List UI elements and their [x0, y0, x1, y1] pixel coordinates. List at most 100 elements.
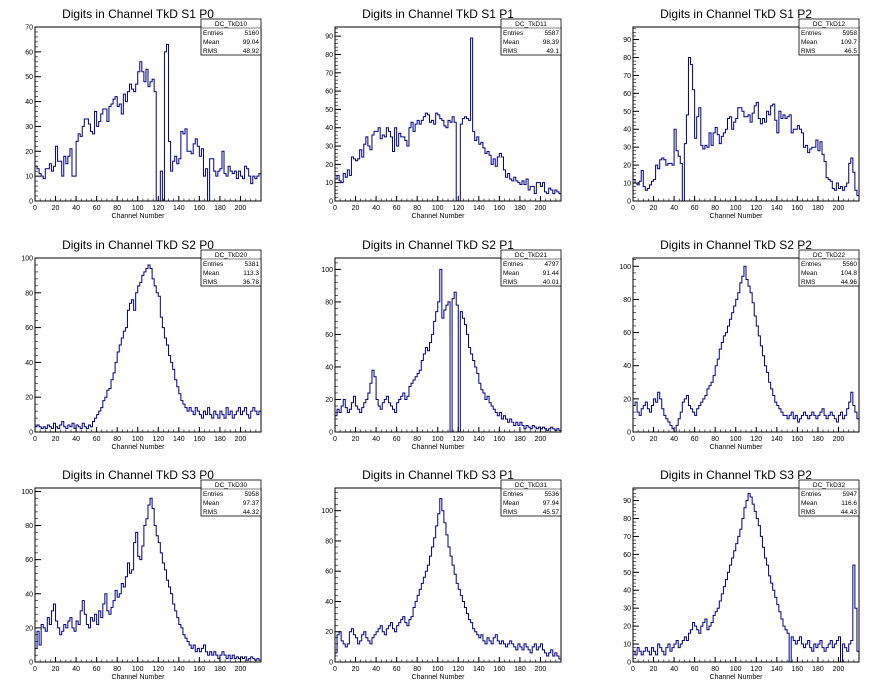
- x-tick-label: 60: [393, 666, 401, 673]
- y-tick-label: 30: [25, 124, 33, 131]
- chart-title: Digits in Channel TkD S3 P2: [660, 468, 812, 482]
- stats-value: 5160: [245, 30, 260, 37]
- stats-key: RMS: [801, 48, 816, 55]
- x-tick-label: 120: [152, 666, 164, 673]
- x-tick-label: 120: [152, 205, 164, 212]
- x-tick-label: 20: [352, 436, 360, 443]
- y-tick-label: 80: [325, 52, 333, 59]
- stats-box: [200, 18, 262, 56]
- x-tick-label: 160: [792, 666, 804, 673]
- x-axis-label: Channel Number: [710, 674, 764, 681]
- y-tick-label: 10: [325, 180, 333, 187]
- chart-title: Digits in Channel TkD S1 P1: [362, 7, 514, 21]
- x-tick-label: 0: [333, 205, 337, 212]
- stats-box: [200, 479, 262, 517]
- x-axis-label: Channel Number: [412, 674, 466, 681]
- histogram-series: [34, 43, 262, 202]
- x-tick-label: 160: [792, 205, 804, 212]
- x-tick-label: 60: [93, 436, 101, 443]
- stats-key: RMS: [203, 48, 218, 55]
- stats-name: DC_TkD11: [515, 21, 547, 28]
- y-tick-label: 90: [623, 37, 631, 44]
- stats-value: 5947: [843, 491, 858, 498]
- stats-value: 44.32: [243, 509, 260, 516]
- x-tick-label: 160: [494, 666, 506, 673]
- x-tick-label: 200: [833, 666, 845, 673]
- x-tick-label: 100: [432, 666, 444, 673]
- x-tick-label: 100: [132, 666, 144, 673]
- x-tick-label: 60: [691, 666, 699, 673]
- stats-value: 97.94: [543, 500, 560, 507]
- y-tick-label: 20: [623, 396, 631, 403]
- x-tick-label: 0: [631, 205, 635, 212]
- x-axis-label: Channel Number: [412, 444, 466, 451]
- x-tick-label: 100: [730, 436, 742, 443]
- x-tick-label: 180: [514, 436, 526, 443]
- y-tick-label: 90: [623, 498, 631, 505]
- y-tick-label: 60: [25, 49, 33, 56]
- x-tick-label: 100: [132, 436, 144, 443]
- y-tick-label: 70: [623, 73, 631, 80]
- histogram-panel: Digits in Channel TkD S2 P2 0 20 40 60 80 100 1…: [619, 238, 860, 451]
- x-tick-label: 20: [52, 666, 60, 673]
- x-tick-label: 200: [235, 205, 247, 212]
- stats-value: 49.1: [546, 48, 559, 55]
- stats-value: 4797: [545, 261, 560, 268]
- x-tick-label: 80: [413, 436, 421, 443]
- y-tick-label: 10: [623, 642, 631, 649]
- x-tick-label: 200: [235, 666, 247, 673]
- x-tick-label: 40: [670, 666, 678, 673]
- x-tick-label: 180: [514, 666, 526, 673]
- x-tick-label: 80: [113, 666, 121, 673]
- y-tick-label: 10: [25, 174, 33, 181]
- x-tick-label: 80: [711, 205, 719, 212]
- stats-key: Entries: [203, 261, 224, 268]
- x-tick-label: 0: [631, 436, 635, 443]
- x-tick-label: 200: [833, 205, 845, 212]
- y-tick-label: 80: [25, 523, 33, 530]
- histogram-panel: Digits in Channel TkD S1 P20 20 40 60 80 100 1…: [623, 7, 860, 220]
- x-tick-label: 180: [214, 205, 226, 212]
- stats-key: Mean: [203, 500, 220, 507]
- y-tick-label: 0: [627, 199, 631, 206]
- chart-title: Digits in Channel TkD S2 P1: [362, 238, 514, 252]
- x-tick-label: 100: [730, 205, 742, 212]
- y-tick-label: 80: [623, 516, 631, 523]
- y-tick-label: 40: [325, 125, 333, 132]
- x-tick-label: 20: [352, 666, 360, 673]
- x-tick-label: 120: [152, 436, 164, 443]
- y-tick-label: 60: [623, 91, 631, 98]
- x-tick-label: 120: [452, 666, 464, 673]
- x-tick-label: 180: [812, 205, 824, 212]
- y-tick-label: 0: [329, 199, 333, 206]
- chart-title: Digits in Channel TkD S3 P0: [62, 468, 214, 482]
- stats-value: 5381: [245, 261, 260, 268]
- x-tick-label: 200: [535, 205, 547, 212]
- stats-box: [500, 18, 562, 56]
- stats-key: Mean: [503, 270, 520, 277]
- x-tick-label: 140: [771, 436, 783, 443]
- stats-value: 109.7: [841, 39, 858, 46]
- stats-box: [500, 249, 562, 287]
- x-tick-label: 80: [413, 666, 421, 673]
- stats-key: Mean: [203, 270, 220, 277]
- stats-box: [200, 249, 262, 287]
- stats-box: [798, 479, 860, 517]
- x-tick-label: 80: [413, 205, 421, 212]
- chart-title: Digits in Channel TkD S2 P2: [660, 238, 812, 252]
- x-tick-label: 160: [494, 436, 506, 443]
- stats-value: 36.78: [243, 279, 260, 286]
- x-tick-label: 20: [650, 436, 658, 443]
- stats-key: RMS: [801, 279, 816, 286]
- x-tick-label: 0: [631, 666, 635, 673]
- stats-value: 40.01: [543, 279, 560, 286]
- y-tick-label: 30: [623, 606, 631, 613]
- y-tick-label: 20: [25, 625, 33, 632]
- x-tick-label: 60: [691, 436, 699, 443]
- y-tick-label: 0: [627, 430, 631, 437]
- y-tick-label: 80: [623, 297, 631, 304]
- x-tick-label: 80: [113, 205, 121, 212]
- y-tick-label: 60: [325, 332, 333, 339]
- y-tick-label: 60: [623, 552, 631, 559]
- stats-key: RMS: [203, 509, 218, 516]
